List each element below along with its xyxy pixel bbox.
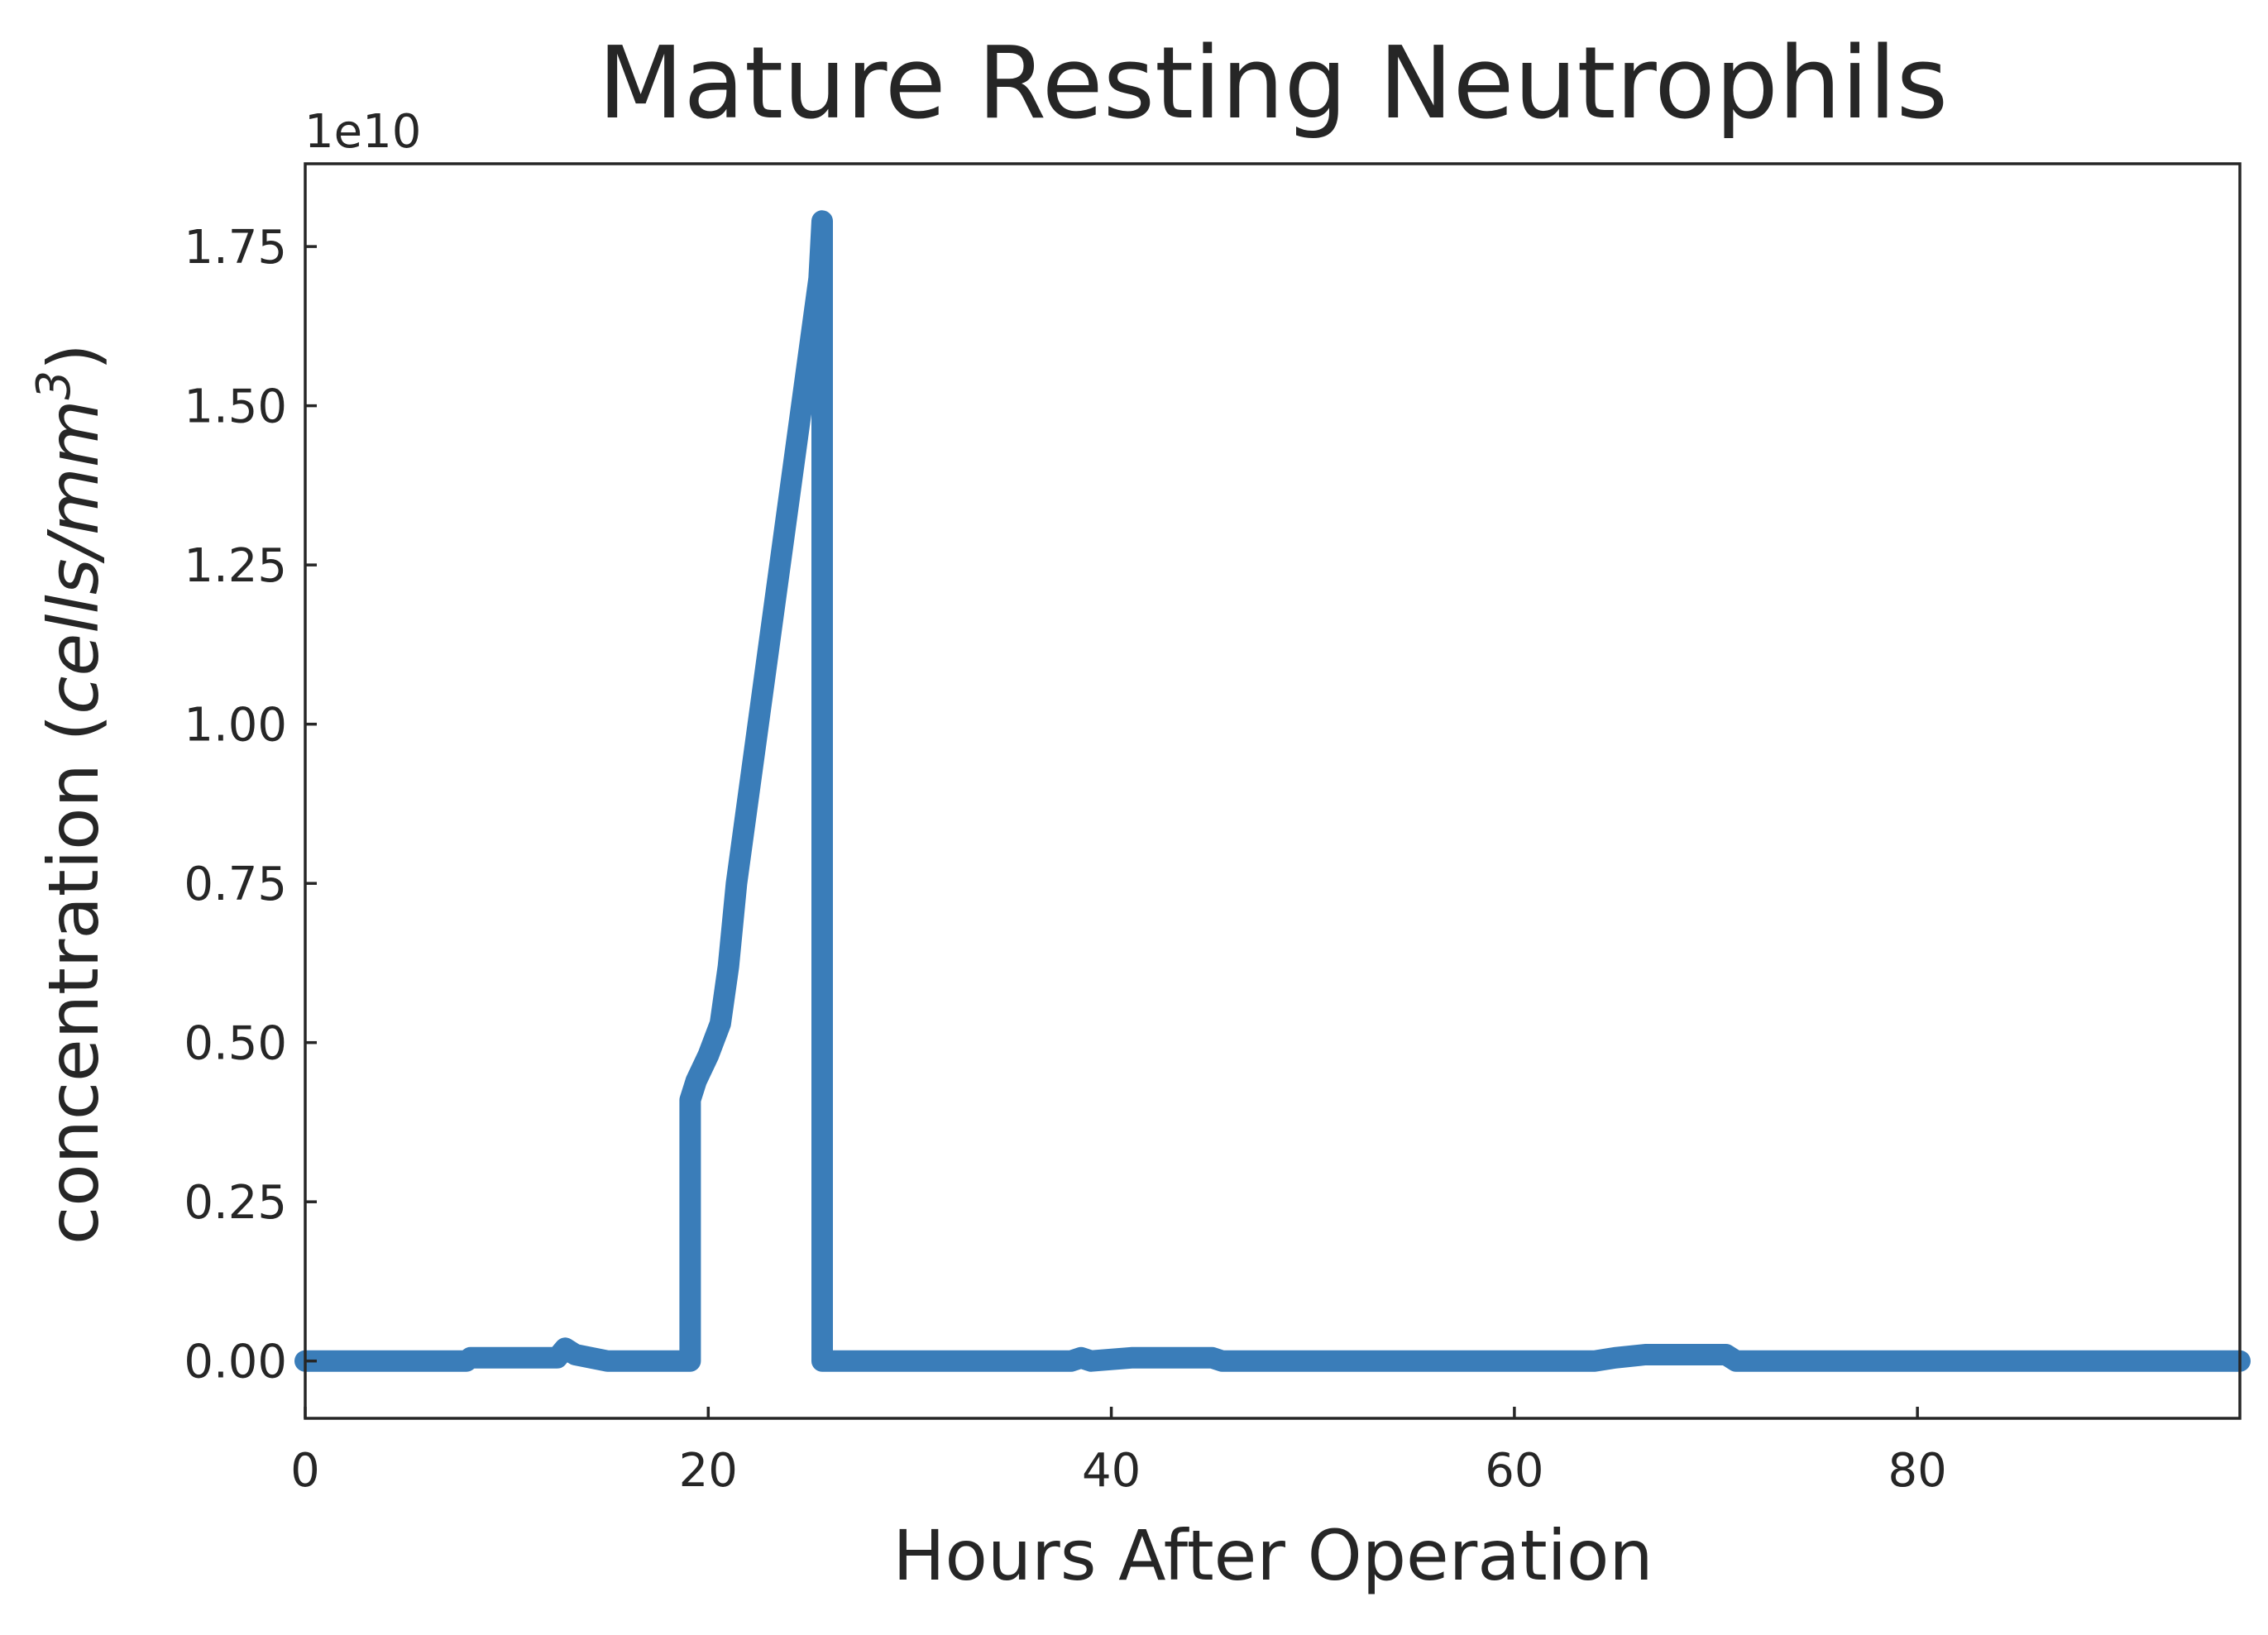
y-tick-label: 0.75: [184, 858, 287, 911]
chart-title: Mature Resting Neutrophils: [598, 26, 1948, 141]
y-tick-label: 1.50: [184, 380, 287, 434]
series-layer: [294, 210, 2251, 1372]
x-tick-label: 40: [1082, 1444, 1141, 1498]
y-tick-label: 0.50: [184, 1017, 287, 1071]
plot-frame: [304, 162, 2242, 1420]
y-axis-label-exponent: 3: [27, 371, 81, 400]
y-offset-text: 1e10: [304, 105, 421, 159]
y-tick-label: 1.25: [184, 539, 287, 593]
y-tick-label: 0.00: [184, 1336, 287, 1389]
y-tick-label: 0.25: [184, 1176, 287, 1230]
y-axis-label-suffix: ): [33, 343, 114, 371]
x-tick-label: 80: [1888, 1444, 1947, 1498]
y-axis-label-prefix: concentration (: [33, 715, 114, 1245]
series-line-0: [294, 210, 2251, 1372]
x-tick-label: 20: [679, 1444, 738, 1498]
y-axis-label: concentration (cells/mm3): [27, 343, 114, 1245]
y-axis: 0.00 0.25 0.50 0.75 1.00 1.25 1.50 1.75: [184, 221, 317, 1389]
y-tick-label: 1.75: [184, 221, 287, 275]
y-tick-label: 1.00: [184, 699, 287, 753]
x-axis-label: Hours After Operation: [892, 1515, 1653, 1596]
y-axis-label-unit: cells/mm: [33, 399, 114, 714]
x-tick-label: 0: [290, 1444, 320, 1498]
x-tick-label: 60: [1485, 1444, 1543, 1498]
x-axis: 0 20 40 60 80: [290, 1407, 1947, 1498]
